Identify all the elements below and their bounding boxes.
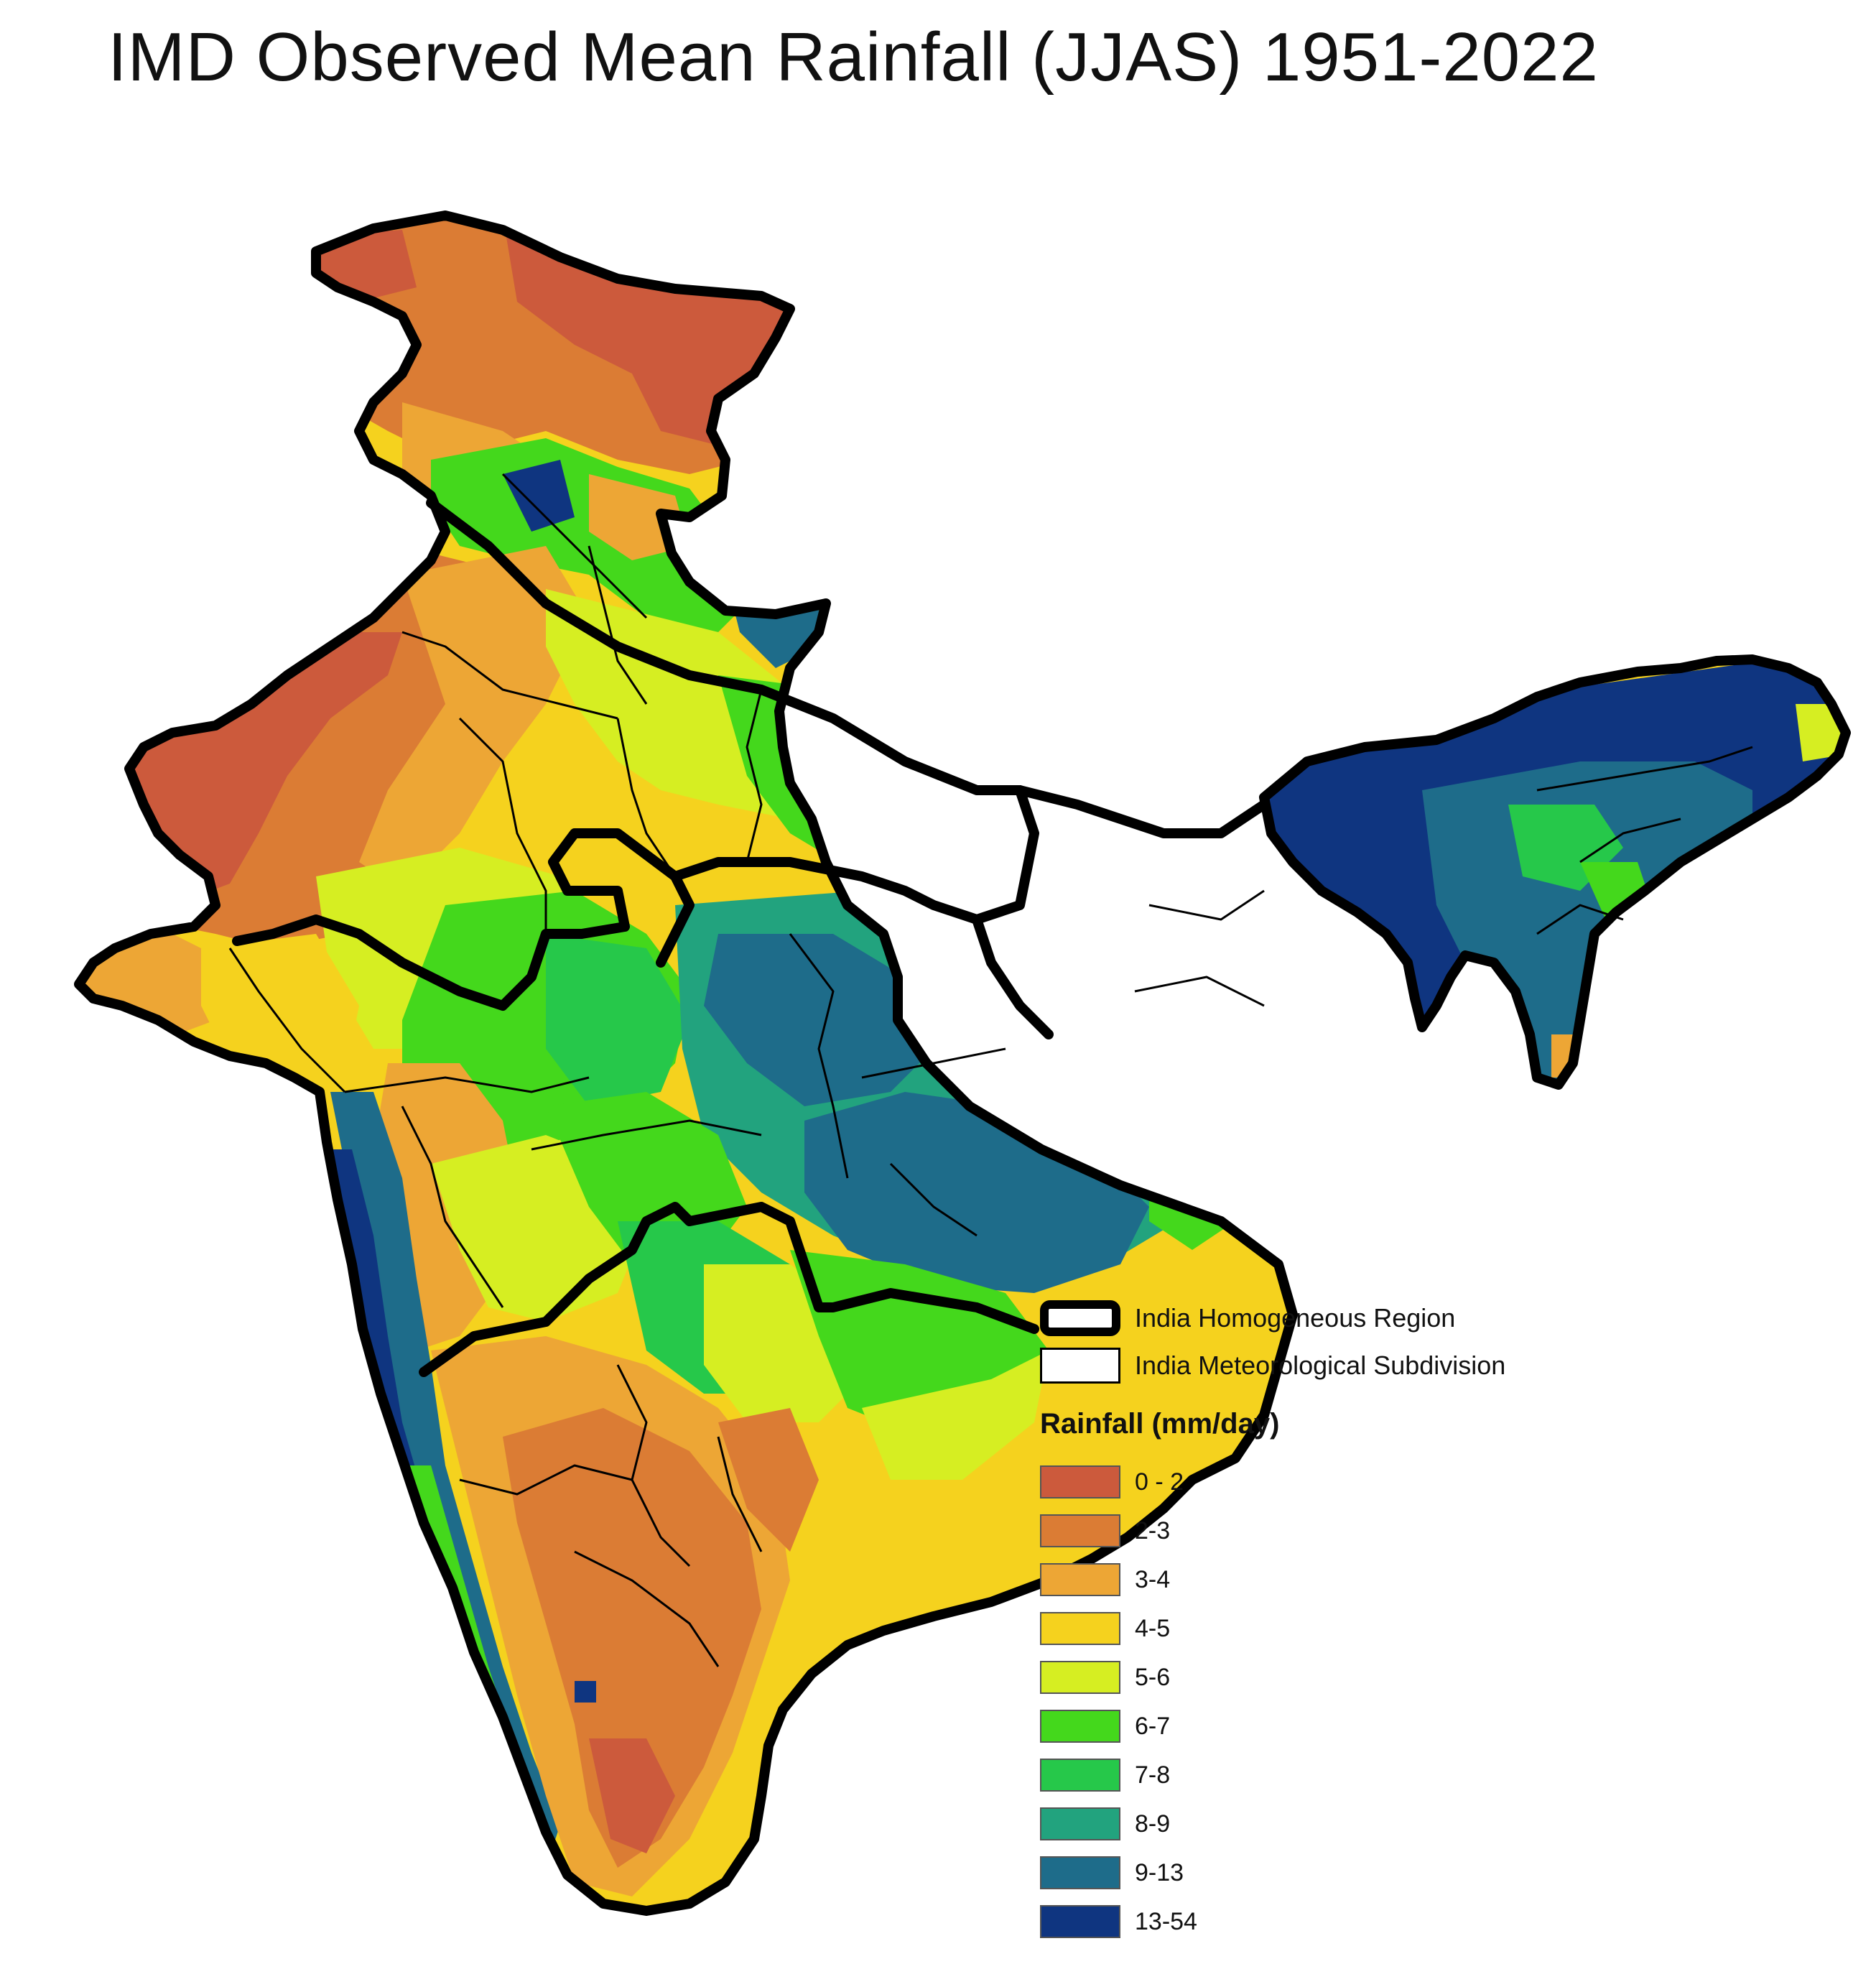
legend-swatch	[1040, 1905, 1120, 1938]
legend-class-row: 13-54	[1040, 1905, 1197, 1938]
homogeneous-region-boundary-outline	[74, 210, 1298, 1916]
legend-class-row: 7-8	[1040, 1759, 1170, 1792]
subdivision-boundary	[458, 717, 547, 934]
legend-swatch	[1040, 1710, 1120, 1743]
rainfall-zone-7-8	[833, 733, 1034, 891]
subdivision-boundary	[501, 473, 648, 619]
subdivision-boundary	[401, 631, 618, 720]
legend-title: Rainfall (mm/day)	[1040, 1408, 1280, 1440]
legend-class-label: 0 - 2	[1135, 1468, 1184, 1496]
legend-swatch	[1040, 1807, 1120, 1840]
legend-swatch	[1040, 1759, 1120, 1792]
subdivision-boundary	[861, 1047, 1006, 1079]
legend-class-row: 5-6	[1040, 1661, 1170, 1694]
legend-class-label: 4-5	[1135, 1614, 1171, 1642]
legend-class-row: 9-13	[1040, 1856, 1184, 1889]
rainfall-zone-9-13	[704, 934, 934, 1106]
legend-class-row: 6-7	[1040, 1710, 1170, 1743]
subdivision-boundary	[889, 1162, 978, 1237]
legend-label-subdivision: India Meteorological Subdivision	[1135, 1351, 1506, 1380]
rainfall-zone-7-8	[546, 934, 689, 1106]
subdivision-boundary	[1579, 817, 1681, 863]
legend-swatch	[1040, 1514, 1120, 1547]
rainfall-zone-9-13	[1135, 862, 1264, 977]
homogeneous-region-boundary	[419, 1202, 1039, 1377]
legend-class-row: 2-3	[1040, 1514, 1170, 1547]
legend-class-label: 6-7	[1135, 1712, 1171, 1740]
rainfall-zone-13-54	[503, 460, 575, 532]
legend: India Homogeneous Region India Meteorolo…	[1040, 1300, 1686, 1961]
rainfall-zone-13-54	[575, 1681, 596, 1703]
legend-item-homogeneous-region: India Homogeneous Region	[1040, 1300, 1455, 1336]
homogeneous-region-boundary	[426, 498, 1025, 795]
subdivision-boundary	[401, 1106, 504, 1308]
legend-class-row: 4-5	[1040, 1612, 1170, 1645]
rainfall-zone-9-13	[1034, 991, 1164, 1121]
subdivision-boundary	[789, 933, 849, 1179]
rainfall-zone-9-13	[1422, 761, 1752, 1092]
subdivision-boundary	[1134, 976, 1265, 1007]
subdivision-symbol	[1040, 1348, 1120, 1384]
subdivision-boundary	[1148, 889, 1265, 921]
homogeneous-region-boundary	[972, 914, 1054, 1039]
homogeneous-region-boundary	[1015, 785, 1269, 838]
rainfall-zone-8-9	[1034, 819, 1264, 1049]
subdivision-boundary	[588, 545, 648, 705]
legend-swatch	[1040, 1661, 1120, 1694]
subdivision-boundary	[574, 1550, 720, 1667]
legend-class-label: 13-54	[1135, 1907, 1197, 1935]
legend-class-row: 8-9	[1040, 1807, 1170, 1840]
subdivision-boundary	[228, 948, 346, 1093]
legend-swatch	[1040, 1856, 1120, 1889]
rainfall-zone-9-13	[330, 1092, 560, 1868]
rainfall-zone-2-3	[718, 1408, 819, 1552]
subdivision-boundary	[616, 718, 677, 877]
subdivision-boundary	[1536, 746, 1753, 792]
legend-class-row: 3-4	[1040, 1563, 1170, 1596]
legend-label-homogeneous-region: India Homogeneous Region	[1135, 1303, 1456, 1333]
rainfall-zone-0-2	[309, 230, 417, 302]
subdivision-boundary	[717, 1436, 763, 1552]
legend-class-row: 0 - 2	[1040, 1465, 1184, 1499]
subdivision-boundary	[459, 1464, 633, 1496]
subdivision-boundary	[531, 1119, 762, 1151]
legend-class-label: 8-9	[1135, 1810, 1171, 1838]
legend-swatch	[1040, 1612, 1120, 1645]
legend-class-label: 9-13	[1135, 1858, 1184, 1886]
legend-item-subdivision: India Meteorological Subdivision	[1040, 1348, 1505, 1384]
legend-class-label: 3-4	[1135, 1565, 1171, 1593]
subdivision-boundary	[344, 1076, 590, 1093]
subdivision-boundary	[746, 689, 763, 863]
rainfall-zone-0-2	[589, 1738, 675, 1853]
legend-class-label: 2-3	[1135, 1516, 1171, 1544]
homogeneous-region-boundary	[656, 871, 695, 968]
rainfall-zone-5-6	[862, 1351, 1049, 1480]
homogeneous-region-symbol	[1040, 1300, 1120, 1336]
homogeneous-region-boundary-outline	[1259, 654, 1851, 1090]
map-title: IMD Observed Mean Rainfall (JJAS) 1951-2…	[108, 19, 1599, 96]
rainfall-zone-9-13	[1178, 991, 1307, 1121]
rainfall-zone-3-4	[359, 546, 589, 891]
rainfall-zone-2-3	[503, 1408, 761, 1868]
homogeneous-region-boundary	[232, 828, 680, 1011]
legend-swatch	[1040, 1563, 1120, 1596]
homogeneous-region-boundary	[670, 785, 1039, 925]
legend-class-label: 5-6	[1135, 1663, 1171, 1691]
legend-swatch	[1040, 1465, 1120, 1499]
legend-class-label: 7-8	[1135, 1761, 1171, 1789]
